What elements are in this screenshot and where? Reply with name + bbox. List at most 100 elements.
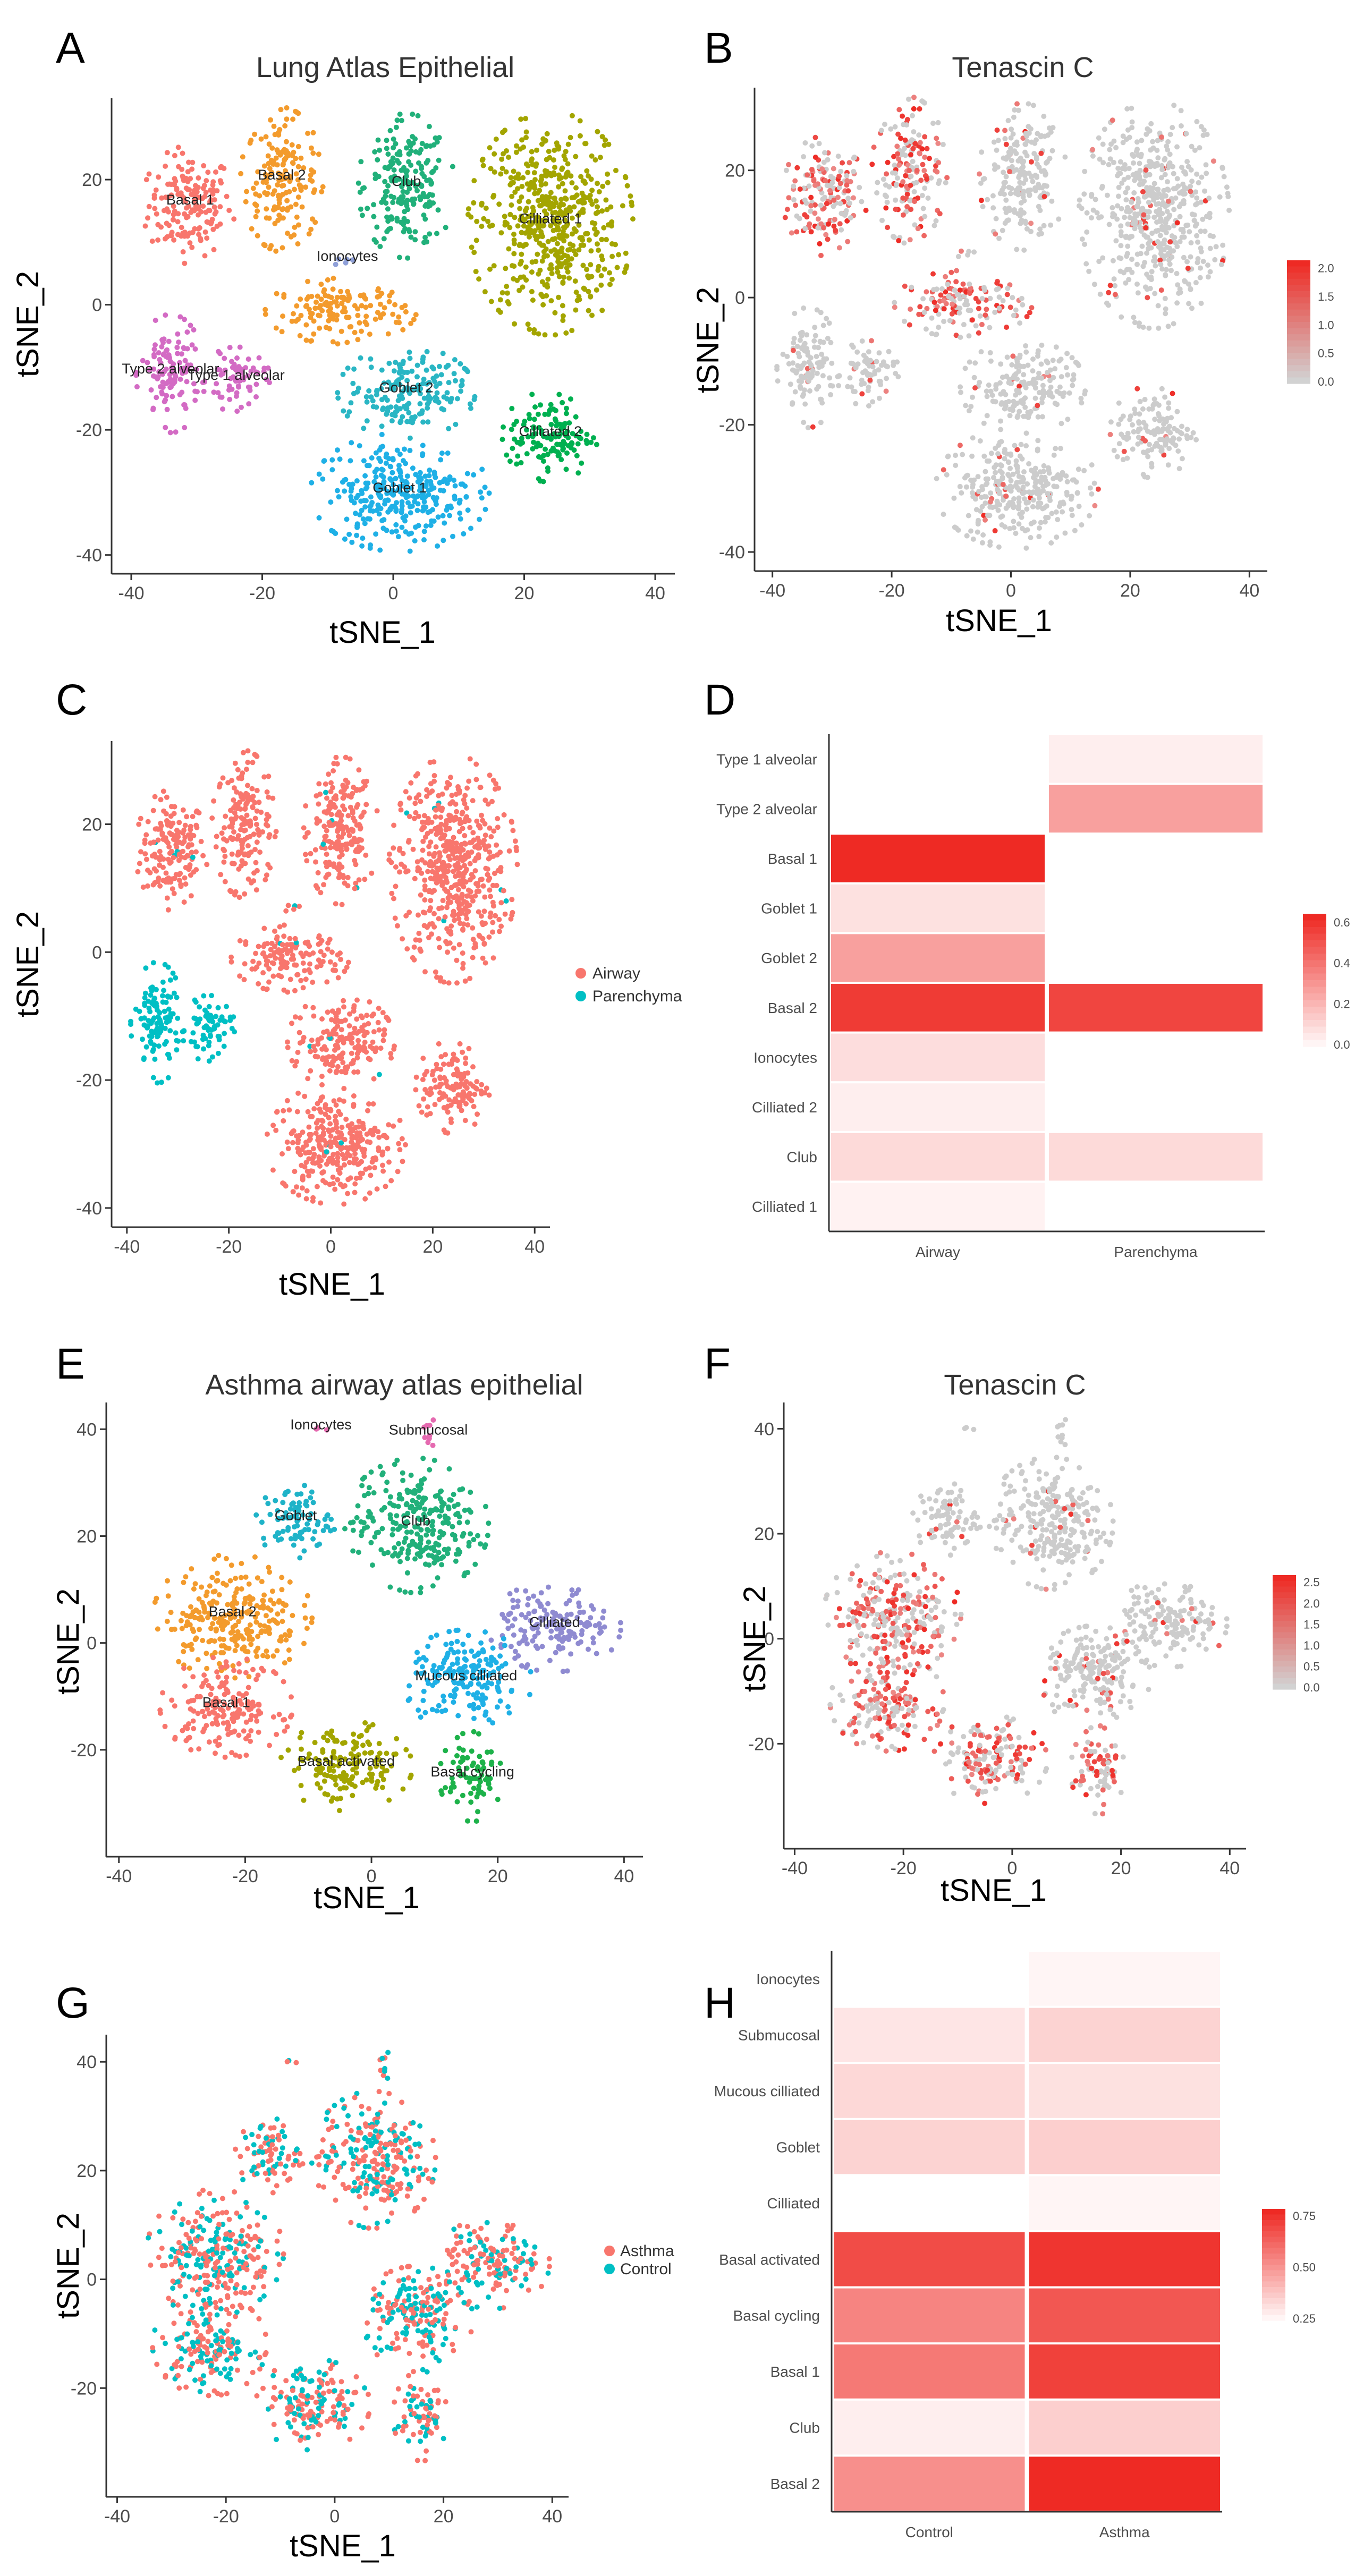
colorbar-b-tick-label: 1.0 <box>1318 318 1334 331</box>
point-basal-1 <box>181 827 187 833</box>
point-basal-1 <box>845 188 851 194</box>
point-club <box>359 212 365 218</box>
point-cilliated-1 <box>1167 239 1173 245</box>
point-cilliated-1 <box>510 828 516 834</box>
point-cilliated-1 <box>516 287 522 293</box>
point-type-1-alveolar <box>227 396 233 402</box>
point-cilliated-1 <box>595 181 600 186</box>
point-cilliated-2 <box>535 411 541 417</box>
point-club <box>315 870 321 875</box>
panel-label-g: G <box>56 1979 90 2027</box>
point-basal-2 <box>254 753 260 759</box>
point-basal-2 <box>295 143 301 149</box>
x-tick-label: -40 <box>759 581 785 601</box>
point-club <box>977 171 983 177</box>
point-cilliated-1 <box>539 279 545 285</box>
point-basal-2 <box>321 289 327 295</box>
point-goblet-1 <box>941 512 946 517</box>
point-basal-1 <box>159 195 165 201</box>
point-cilliated-1 <box>1091 282 1097 287</box>
point-club <box>365 206 370 211</box>
point-basal-2 <box>983 312 988 318</box>
point-cilliated-1 <box>508 175 514 181</box>
point-goblet-1 <box>1019 525 1025 531</box>
point-cilliated-1 <box>596 248 602 253</box>
point-basal-2 <box>273 248 279 254</box>
point-club <box>331 761 337 767</box>
point-basal-2 <box>979 321 985 327</box>
point-goblet-2 <box>1023 349 1029 355</box>
point-goblet-2 <box>404 419 410 424</box>
point-club <box>1013 167 1019 173</box>
point-goblet-1 <box>996 544 1002 550</box>
point-goblet-1 <box>983 476 989 482</box>
point-club <box>401 216 407 222</box>
point-club <box>1026 188 1031 193</box>
point-goblet-2 <box>458 383 464 389</box>
point-cilliated-1 <box>419 819 425 825</box>
point-type-2-alveolar <box>153 318 158 323</box>
point-goblet-1 <box>344 516 350 522</box>
point-club <box>417 150 422 156</box>
point-cilliated-1 <box>1143 225 1149 231</box>
point-basal-1 <box>832 217 837 222</box>
point-goblet-1 <box>461 531 467 537</box>
point-basal-1 <box>167 181 172 187</box>
point-goblet-1 <box>988 499 994 505</box>
point-basal-2 <box>921 168 927 174</box>
point-goblet-2 <box>988 358 994 364</box>
point-basal-2 <box>273 155 279 161</box>
point-cilliated-1 <box>512 215 518 220</box>
point-type-2-alveolar <box>790 347 796 353</box>
cluster-label: Cilliated 2 <box>519 423 582 439</box>
point-basal-1 <box>171 890 177 896</box>
point-type-2-alveolar <box>792 389 798 395</box>
point-goblet-2 <box>1036 370 1041 376</box>
point-cilliated-2 <box>1184 436 1190 441</box>
colorbar-b-tick-label: 1.5 <box>1318 290 1334 303</box>
point-basal-2 <box>292 186 297 192</box>
point-club <box>1049 148 1055 154</box>
point-basal-2 <box>896 107 902 113</box>
point-basal-2 <box>352 329 358 335</box>
point-goblet-1 <box>1036 495 1042 501</box>
point-cilliated-1 <box>1082 168 1088 174</box>
point-cilliated-1 <box>546 149 552 154</box>
point-club <box>331 768 336 773</box>
point-goblet-2 <box>358 355 363 361</box>
point-basal-2 <box>255 208 260 214</box>
point-basal-2 <box>218 872 224 878</box>
panel-a-points <box>133 105 636 554</box>
point-basal-2 <box>915 226 921 232</box>
point-club <box>1003 174 1009 180</box>
point-cilliated-1 <box>540 136 546 142</box>
point-goblet-1 <box>984 480 990 486</box>
point-cilliated-1 <box>1106 222 1112 227</box>
point-basal-2 <box>368 303 374 309</box>
point-basal-2 <box>330 286 336 292</box>
point-cilliated-1 <box>436 936 442 941</box>
point-type-2-alveolar <box>181 346 187 352</box>
point-goblet-1 <box>1062 530 1068 536</box>
point-basal-1 <box>137 861 142 866</box>
point-club <box>345 883 351 889</box>
point-basal-2 <box>267 865 273 871</box>
point-goblet-1 <box>479 495 485 501</box>
point-cilliated-1 <box>614 265 620 270</box>
point-club <box>1030 103 1036 108</box>
point-goblet-2 <box>1035 350 1041 356</box>
point-cilliated-1 <box>391 822 397 828</box>
point-goblet-1 <box>984 458 990 464</box>
point-basal-2 <box>359 303 365 309</box>
point-cilliated-1 <box>1185 266 1191 271</box>
point-club <box>384 138 389 143</box>
point-goblet-1 <box>944 472 950 478</box>
point-basal-1 <box>153 854 159 860</box>
point-goblet-2 <box>346 409 352 415</box>
point-goblet-1 <box>478 489 484 495</box>
point-cilliated-1 <box>1106 161 1112 167</box>
point-goblet-1 <box>402 446 407 452</box>
point-basal-1 <box>198 839 204 844</box>
point-cilliated-1 <box>515 171 521 177</box>
point-cilliated-1 <box>1113 238 1119 244</box>
